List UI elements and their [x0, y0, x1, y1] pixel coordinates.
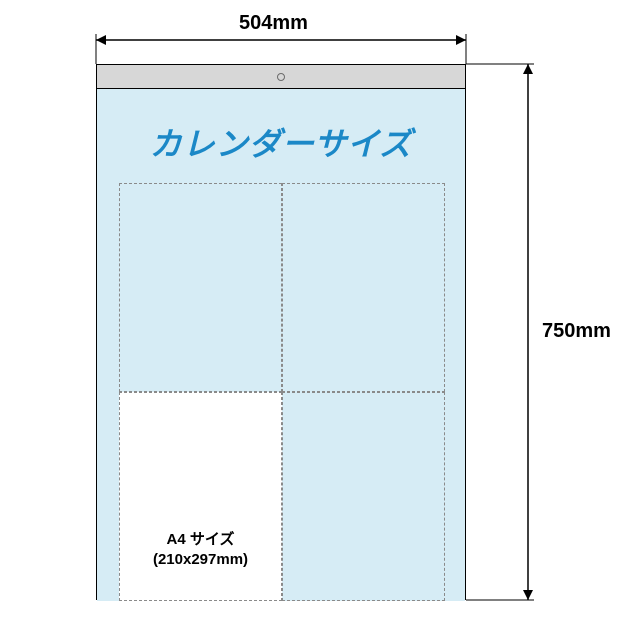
diagram-stage: カレンダーサイズ A4 サイズ (210x297mm) 504mm 750mm — [0, 0, 640, 640]
dimension-lines — [0, 0, 640, 640]
